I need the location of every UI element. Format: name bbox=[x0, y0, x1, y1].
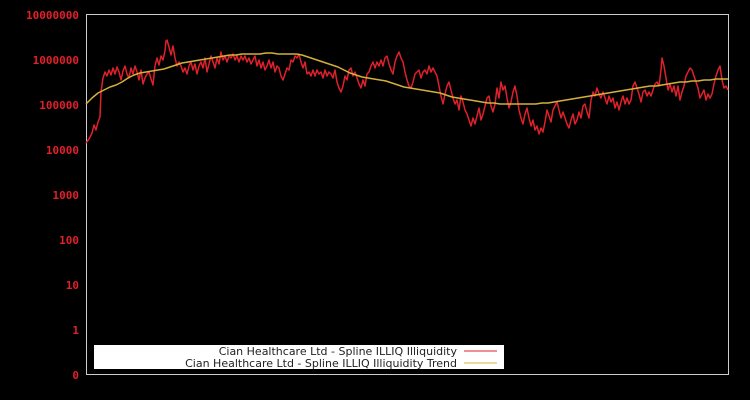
y-tick-label: 1000000 bbox=[33, 54, 79, 67]
y-tick-label: 10000 bbox=[46, 144, 79, 157]
legend: Cian Healthcare Ltd - Spline ILLIQ Illiq… bbox=[94, 345, 504, 370]
y-axis: 10000000 1000000 100000 10000 1000 100 1… bbox=[26, 9, 79, 382]
legend-box bbox=[94, 345, 504, 369]
illiquidity-trend-line bbox=[85, 52, 728, 105]
y-tick-label: 1 bbox=[72, 324, 79, 337]
illiquidity-line bbox=[85, 39, 729, 144]
y-tick-label: 1000 bbox=[53, 189, 80, 202]
legend-label-illiquidity: Cian Healthcare Ltd - Spline ILLIQ Illiq… bbox=[219, 345, 458, 358]
y-tick-label: 100000 bbox=[39, 99, 79, 112]
y-tick-label: 100 bbox=[59, 234, 79, 247]
y-tick-label: 0 bbox=[72, 369, 79, 382]
y-tick-label: 10000000 bbox=[26, 9, 79, 22]
legend-label-trend: Cian Healthcare Ltd - Spline ILLIQ Illiq… bbox=[185, 357, 457, 370]
plot-frame bbox=[86, 14, 729, 375]
y-tick-label: 10 bbox=[66, 279, 79, 292]
